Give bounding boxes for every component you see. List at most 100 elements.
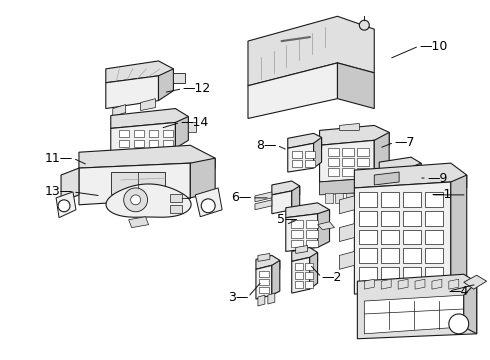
Polygon shape [272, 191, 292, 214]
Circle shape [123, 188, 147, 212]
Bar [305, 281, 313, 288]
Bar [359, 230, 377, 244]
Polygon shape [365, 295, 464, 334]
Text: 3—: 3— [228, 291, 248, 303]
Bar [306, 230, 318, 238]
Polygon shape [272, 260, 280, 295]
Bar [346, 193, 354, 203]
Bar [336, 193, 343, 203]
Polygon shape [319, 140, 374, 182]
Polygon shape [432, 279, 442, 289]
Bar [359, 267, 377, 282]
Polygon shape [141, 99, 155, 111]
Bar [343, 158, 354, 166]
Polygon shape [79, 145, 215, 168]
Text: 6—: 6— [232, 192, 252, 204]
Circle shape [201, 199, 215, 213]
Bar [357, 148, 369, 156]
Bar [134, 130, 144, 137]
Bar [134, 140, 144, 147]
Text: —7: —7 [394, 136, 415, 149]
Bar [343, 168, 354, 176]
Text: 13—: 13— [45, 185, 73, 198]
Polygon shape [357, 274, 477, 339]
Bar [425, 267, 443, 282]
Bar [148, 140, 158, 147]
Polygon shape [365, 279, 374, 289]
Text: —9: —9 [427, 171, 447, 185]
Text: 11—: 11— [45, 152, 73, 165]
Polygon shape [319, 178, 374, 195]
Polygon shape [411, 163, 421, 192]
Bar [171, 205, 182, 213]
Bar [119, 130, 129, 137]
Bar [111, 172, 166, 194]
Bar [294, 272, 303, 279]
Bar [305, 151, 315, 158]
Polygon shape [288, 133, 321, 148]
Polygon shape [354, 182, 451, 294]
Bar [403, 248, 421, 264]
Bar [425, 211, 443, 226]
Bar [119, 140, 129, 147]
Polygon shape [286, 214, 318, 251]
Polygon shape [415, 279, 425, 289]
Text: —14: —14 [180, 116, 209, 129]
Text: —1: —1 [431, 188, 451, 201]
Bar [324, 193, 333, 203]
Polygon shape [106, 184, 191, 217]
Bar [291, 239, 303, 247]
Polygon shape [129, 217, 148, 228]
Polygon shape [268, 293, 275, 304]
Polygon shape [286, 203, 329, 218]
Bar [359, 192, 377, 207]
Bar [357, 193, 366, 203]
Bar [292, 151, 302, 158]
Polygon shape [314, 137, 321, 168]
Text: 5—: 5— [277, 213, 298, 226]
Polygon shape [288, 143, 314, 172]
Bar [368, 193, 376, 203]
Polygon shape [374, 172, 399, 185]
Bar [359, 211, 377, 226]
Polygon shape [369, 173, 379, 186]
Bar [403, 211, 421, 226]
Polygon shape [255, 192, 272, 202]
Polygon shape [190, 158, 215, 198]
Bar [164, 130, 173, 137]
Bar [291, 220, 303, 228]
Bar [425, 230, 443, 244]
Polygon shape [61, 168, 79, 202]
Bar [403, 267, 421, 282]
Polygon shape [451, 175, 467, 287]
Text: 8—: 8— [256, 139, 277, 152]
Polygon shape [340, 196, 354, 214]
Polygon shape [464, 275, 487, 289]
Bar [305, 264, 313, 270]
Polygon shape [248, 63, 338, 118]
Polygon shape [464, 282, 477, 334]
Polygon shape [379, 157, 421, 172]
Bar [171, 194, 182, 202]
Polygon shape [340, 123, 359, 130]
Bar [425, 248, 443, 264]
Polygon shape [319, 125, 389, 145]
Polygon shape [106, 76, 158, 109]
Polygon shape [258, 295, 265, 306]
Bar [291, 230, 303, 238]
Bar [357, 168, 369, 176]
Bar [425, 192, 443, 207]
Polygon shape [256, 255, 280, 269]
Text: —4: —4 [449, 285, 469, 298]
Bar [148, 130, 158, 137]
Polygon shape [173, 73, 185, 83]
Bar [305, 160, 315, 167]
Bar [259, 287, 269, 293]
Polygon shape [295, 246, 308, 253]
Polygon shape [258, 253, 270, 261]
Polygon shape [79, 163, 190, 205]
Bar [294, 264, 303, 270]
Circle shape [449, 314, 469, 334]
Polygon shape [374, 132, 389, 178]
Polygon shape [292, 257, 310, 293]
